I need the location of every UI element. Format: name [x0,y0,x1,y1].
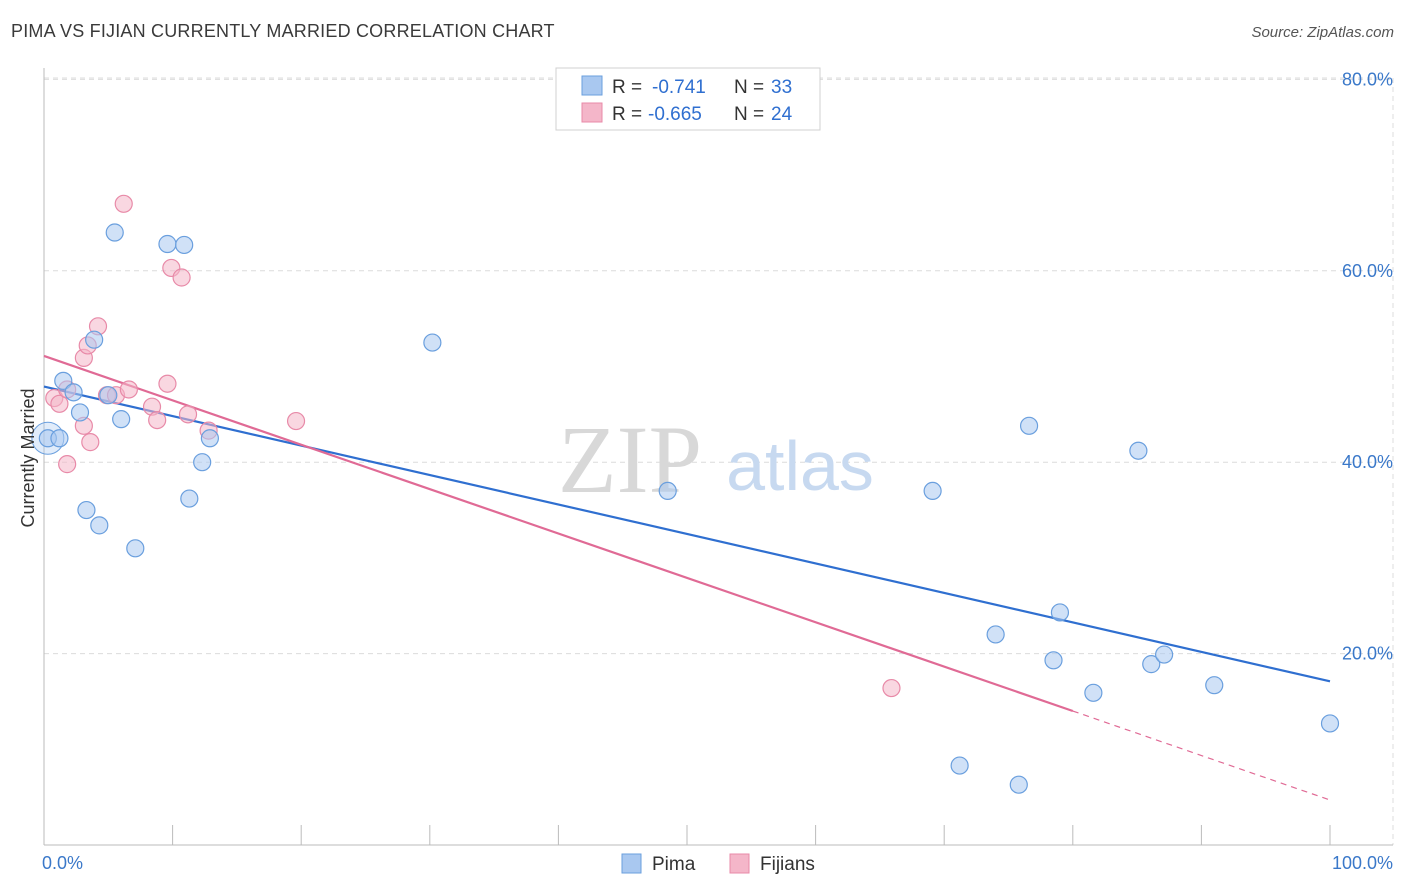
series-legend-swatch-fijians [729,853,750,874]
fijians-point [50,394,69,413]
watermark: ZIP atlas [558,406,874,513]
y-axis-title: Currently Married [18,388,38,527]
fijians-point [148,410,167,430]
tick-labels: 20.0% 40.0% 60.0% 80.0% 0.0% 100.0% [42,69,1393,873]
pima-point [90,516,109,535]
pima-point [85,330,104,349]
y-tick-label: 40.0% [1342,452,1393,472]
pima-point [1050,603,1070,622]
series-legend-label-pima: Pima [652,854,696,875]
legend-n-value-fijians: 24 [771,104,793,125]
axes [43,68,1393,846]
pima-point [986,625,1005,644]
legend-n-label-fijians: N = [734,104,764,125]
pima-point [1142,655,1161,674]
data-points [31,194,1340,794]
pima-point [126,539,145,558]
legend-n-value-pima: 33 [771,77,792,98]
grid-lines [44,77,1394,845]
pima-point [1320,714,1340,733]
pima-point [77,500,96,520]
fijians-point [882,678,901,698]
trend-lines [43,354,1331,801]
watermark-zip: ZIP [558,406,702,513]
pima-point [1019,416,1039,435]
fijians-trend-extension [1072,710,1331,801]
legend-r-label-fijians: R = [612,104,642,125]
pima-point [950,756,969,775]
legend-swatch-pima [581,75,603,96]
pima-trend-line [43,385,1331,683]
legend-swatch-fijians [581,102,603,123]
x-tick-label: 0.0% [42,853,83,873]
fijians-trend-line [43,354,1074,713]
fijians-point [119,380,138,399]
fijians-point [178,405,198,424]
pima-point [175,235,194,255]
pima-point [923,481,942,501]
pima-point [112,410,131,429]
fijians-point [114,194,133,213]
pima-point [99,386,118,405]
y-tick-label: 60.0% [1342,261,1393,281]
pima-point [658,481,677,501]
pima-point [70,403,90,422]
y-tick-label: 80.0% [1342,69,1393,89]
stats-legend: R = -0.741 N = 33 R = -0.665 N = 24 [555,67,821,131]
y-tick-label: 20.0% [1342,644,1393,664]
pima-point [1044,651,1063,670]
series-legend-label-fijians: Fijians [760,854,815,875]
pima-point [54,371,73,390]
fijians-point [286,411,306,431]
fijians-point [158,374,177,393]
chart-title: PIMA VS FIJIAN CURRENTLY MARRIED CORRELA… [11,21,555,41]
series-legend-swatch-pima [621,853,642,874]
source-note: Source: ZipAtlas.com [1251,24,1394,41]
pima-point [1155,645,1174,664]
pima-point [200,429,219,448]
pima-point [105,223,124,242]
pima-point [1129,441,1148,460]
series-legend: Pima Fijians [621,853,815,875]
x-tick-label: 100.0% [1332,853,1393,873]
fijians-point [172,268,191,287]
pima-point [423,333,442,352]
watermark-atlas: atlas [726,427,874,505]
pima-point [1205,676,1224,695]
legend-r-value-fijians: -0.665 [648,104,702,125]
legend-r-label-pima: R = [612,77,642,98]
fijians-point [58,455,77,474]
pima-point [50,429,69,448]
legend-r-value-pima: -0.741 [652,77,706,98]
fijians-point [81,433,100,452]
pima-point [64,383,83,402]
pima-point [180,489,199,508]
pima-point [1009,775,1028,794]
pima-point [158,234,177,254]
pima-point [193,453,212,472]
legend-n-label-pima: N = [734,77,764,98]
pima-point [1084,683,1103,702]
